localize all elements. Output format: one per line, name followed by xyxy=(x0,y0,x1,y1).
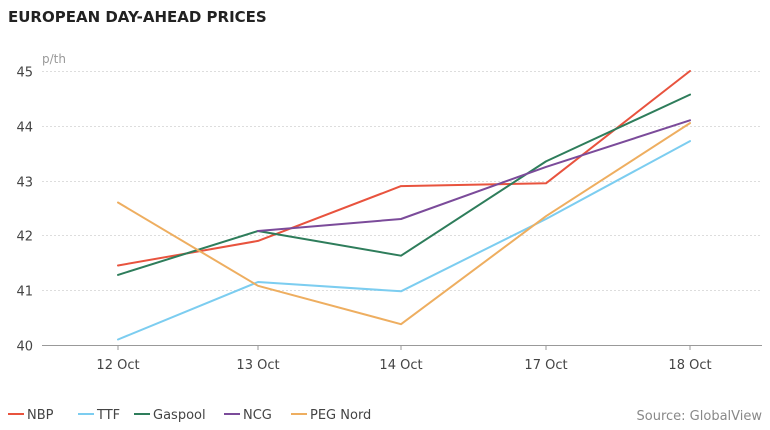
y-tick-label: 41 xyxy=(16,285,33,300)
x-tick-label: 12 Oct xyxy=(96,358,139,373)
legend: NBP TTF Gaspool NCG PEG Nord xyxy=(8,408,371,423)
series-line-peg-nord xyxy=(117,122,691,326)
x-tick-label: 18 Oct xyxy=(668,358,711,373)
source-note: Source: GlobalView xyxy=(637,409,763,424)
y-tick-label: 45 xyxy=(16,66,33,81)
y-tick-label: 42 xyxy=(16,230,33,245)
y-axis-ticks: 40 41 42 43 44 45 xyxy=(16,66,33,355)
legend-label-ttf: TTF xyxy=(96,408,120,423)
series-lines xyxy=(117,70,691,341)
series-line-ttf xyxy=(117,140,691,341)
series-line-ncg xyxy=(257,119,691,232)
grid xyxy=(42,71,762,291)
x-tick-label: 17 Oct xyxy=(524,358,567,373)
y-tick-label: 44 xyxy=(16,121,33,136)
legend-label-peg-nord: PEG Nord xyxy=(310,408,371,423)
series-line-nbp xyxy=(117,70,691,267)
x-tick-label: 14 Oct xyxy=(379,358,422,373)
y-tick-label: 43 xyxy=(16,176,33,191)
legend-label-nbp: NBP xyxy=(27,408,54,423)
x-tick-label: 13 Oct xyxy=(236,358,279,373)
series-line-gaspool xyxy=(117,93,691,276)
y-unit-label: p/th xyxy=(42,52,66,66)
y-tick-label: 40 xyxy=(16,340,33,355)
legend-label-ncg: NCG xyxy=(243,408,272,423)
x-axis-ticks: 12 Oct 13 Oct 14 Oct 17 Oct 18 Oct xyxy=(96,345,712,373)
chart-title: EUROPEAN DAY-AHEAD PRICES xyxy=(8,8,267,26)
legend-label-gaspool: Gaspool xyxy=(153,408,206,423)
